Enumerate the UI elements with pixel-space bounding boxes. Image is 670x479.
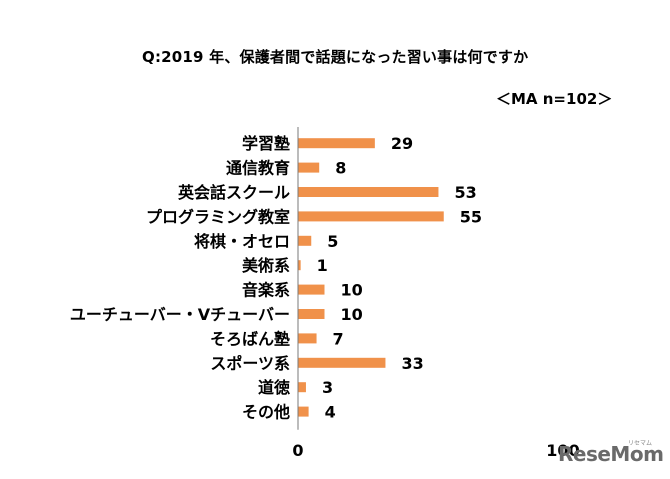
sample-note: ＜MA n=102＞ [496, 90, 613, 108]
value-label: 1 [317, 256, 328, 275]
value-label: 5 [327, 232, 338, 251]
category-label: プログラミング教室 [146, 207, 290, 226]
category-label: ユーチューバー・Vチューバー [70, 305, 290, 324]
category-label: 美術系 [242, 256, 290, 275]
value-label: 29 [391, 134, 413, 153]
value-label: 3 [322, 378, 333, 397]
x-tick-label: 100 [546, 441, 579, 460]
category-label: そろばん塾 [210, 329, 290, 348]
value-label: 10 [341, 281, 363, 300]
x-tick-label: 0 [292, 441, 303, 460]
chart-title: Q:2019 年、保護者間で話題になった習い事は何ですか [142, 48, 529, 66]
bar [298, 406, 309, 417]
category-label: 通信教育 [226, 159, 290, 178]
value-label: 55 [460, 207, 482, 226]
bar [298, 162, 320, 173]
category-label: スポーツ系 [210, 354, 290, 373]
value-label: 10 [341, 305, 363, 324]
value-label: 53 [454, 183, 476, 202]
bar [298, 260, 301, 271]
bar [298, 138, 375, 149]
category-label: 音楽系 [242, 281, 290, 300]
category-label: 学習塾 [242, 134, 290, 153]
category-label: 道徳 [258, 378, 290, 397]
category-label: 将棋・オセロ [194, 232, 290, 251]
bar [298, 333, 317, 344]
resemom-logo-sub: リセマム [628, 440, 653, 447]
bar [298, 235, 312, 246]
bar [298, 309, 325, 319]
value-label: 4 [325, 403, 336, 422]
value-label: 33 [401, 354, 423, 373]
bar [298, 187, 439, 197]
resemom-logo: ReseMom [558, 442, 664, 466]
category-label: 英会話スクール [177, 183, 290, 202]
bar [298, 284, 325, 295]
bar [298, 382, 306, 393]
value-label: 8 [335, 159, 346, 178]
category-label: その他 [242, 403, 290, 422]
bar [298, 211, 444, 222]
bar [298, 357, 386, 368]
value-label: 7 [333, 329, 344, 348]
